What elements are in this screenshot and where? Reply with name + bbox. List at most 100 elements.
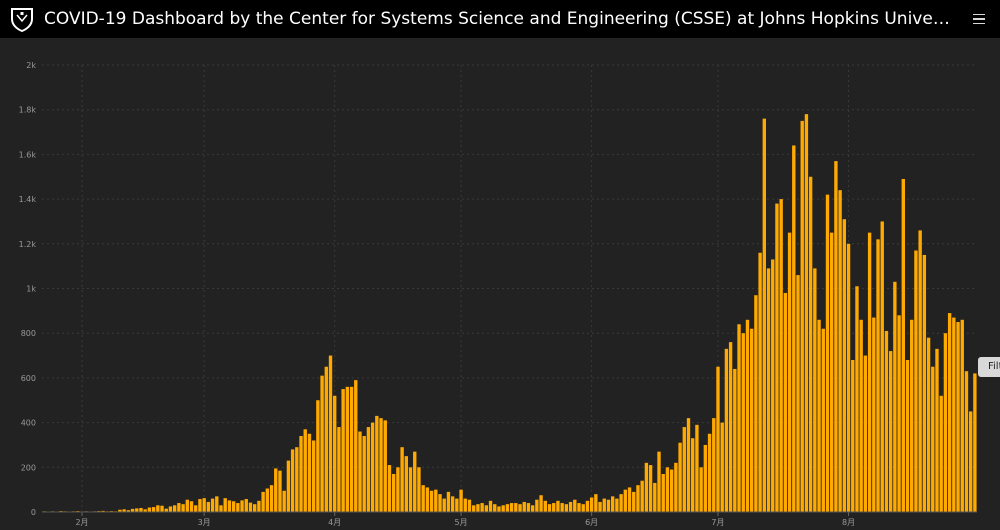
bar[interactable] (337, 427, 341, 512)
bar[interactable] (952, 317, 956, 512)
bar[interactable] (177, 503, 181, 512)
bar[interactable] (467, 499, 472, 512)
bar[interactable] (766, 268, 771, 512)
bar[interactable] (168, 506, 173, 512)
bar[interactable] (589, 497, 594, 512)
bar[interactable] (160, 505, 164, 512)
bar[interactable] (606, 499, 611, 512)
bar[interactable] (210, 498, 215, 512)
bar[interactable] (943, 333, 948, 512)
bar[interactable] (918, 230, 922, 512)
bar[interactable] (602, 498, 606, 512)
bar[interactable] (278, 470, 282, 512)
bar[interactable] (636, 485, 640, 512)
bar[interactable] (164, 508, 168, 512)
bar[interactable] (792, 145, 796, 512)
bar[interactable] (707, 433, 712, 512)
bar[interactable] (257, 500, 261, 512)
bar[interactable] (754, 295, 758, 512)
bar[interactable] (830, 232, 834, 513)
bar[interactable] (206, 501, 211, 512)
bar[interactable] (720, 422, 724, 512)
bar[interactable] (627, 487, 632, 512)
bar[interactable] (236, 503, 240, 512)
bar[interactable] (438, 494, 442, 512)
bar[interactable] (219, 505, 223, 512)
bar[interactable] (619, 494, 623, 512)
bar[interactable] (691, 438, 695, 512)
bar[interactable] (265, 488, 270, 512)
bar[interactable] (480, 503, 484, 512)
bar[interactable] (391, 474, 396, 512)
bar[interactable] (404, 456, 408, 513)
bar[interactable] (358, 431, 362, 512)
bar[interactable] (227, 500, 232, 512)
bar[interactable] (804, 114, 809, 513)
bar[interactable] (143, 509, 147, 512)
bar[interactable] (194, 505, 198, 512)
bar[interactable] (560, 503, 564, 512)
bar[interactable] (202, 498, 206, 512)
bar[interactable] (450, 496, 455, 512)
bar[interactable] (640, 480, 644, 512)
bar[interactable] (286, 460, 291, 512)
bar[interactable] (969, 411, 973, 512)
bar[interactable] (880, 221, 884, 512)
bar[interactable] (122, 509, 126, 512)
bar[interactable] (518, 504, 522, 512)
bar[interactable] (253, 504, 257, 512)
bar[interactable] (779, 199, 783, 512)
bar[interactable] (762, 118, 766, 512)
bar[interactable] (960, 319, 964, 512)
bar[interactable] (787, 232, 792, 513)
bar[interactable] (526, 503, 531, 512)
bar[interactable] (910, 319, 914, 512)
bar[interactable] (556, 500, 560, 512)
bar[interactable] (682, 427, 686, 512)
bar[interactable] (935, 348, 939, 512)
bar[interactable] (821, 328, 825, 512)
bar[interactable] (493, 504, 497, 512)
bar[interactable] (939, 395, 943, 512)
bar[interactable] (383, 420, 387, 512)
bar[interactable] (867, 232, 872, 513)
bar[interactable] (665, 467, 670, 512)
bar[interactable] (387, 465, 392, 512)
bar[interactable] (442, 498, 446, 512)
bar[interactable] (564, 504, 569, 512)
bar[interactable] (172, 505, 177, 512)
bar[interactable] (139, 507, 143, 512)
bar[interactable] (851, 360, 855, 512)
bar[interactable] (274, 468, 278, 512)
bar[interactable] (653, 482, 657, 512)
bar[interactable] (307, 433, 312, 512)
bar[interactable] (429, 490, 434, 512)
bar[interactable] (198, 499, 202, 512)
bar[interactable] (686, 418, 691, 512)
bar[interactable] (484, 505, 489, 512)
bar[interactable] (594, 494, 598, 512)
bar[interactable] (568, 501, 573, 512)
bar[interactable] (695, 424, 699, 512)
bar[interactable] (269, 485, 274, 512)
bar[interactable] (712, 418, 716, 512)
bar[interactable] (897, 315, 901, 512)
hamburger-menu-icon[interactable] (966, 6, 992, 32)
bar[interactable] (623, 489, 628, 512)
bar[interactable] (396, 467, 400, 512)
bar[interactable] (151, 507, 156, 512)
bar[interactable] (745, 319, 750, 512)
bar[interactable] (661, 474, 665, 512)
bar[interactable] (813, 268, 817, 512)
bar[interactable] (888, 351, 893, 512)
bar[interactable] (657, 451, 661, 512)
bar[interactable] (872, 317, 876, 512)
bar[interactable] (354, 380, 358, 512)
bar[interactable] (316, 400, 320, 512)
bar[interactable] (530, 505, 535, 512)
bar[interactable] (446, 491, 451, 512)
bar[interactable] (901, 178, 905, 513)
bar[interactable] (905, 360, 910, 512)
bar[interactable] (973, 373, 977, 512)
bar[interactable] (240, 500, 244, 512)
